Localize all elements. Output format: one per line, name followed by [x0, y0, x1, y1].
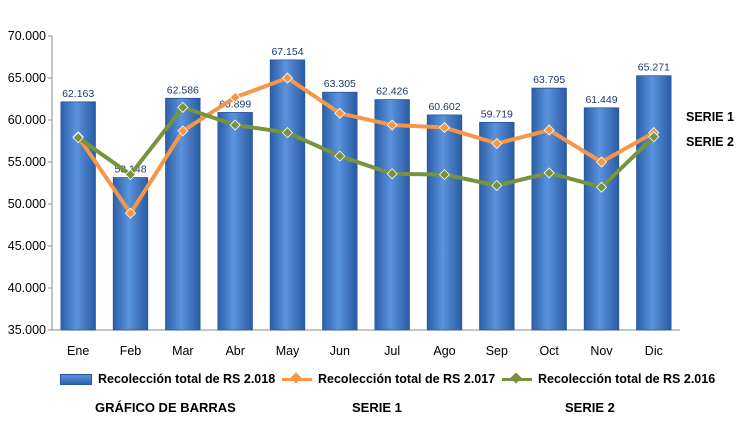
- series-point: [334, 107, 346, 119]
- y-tick-label: 65.000: [8, 71, 46, 85]
- bar-series-2018: [60, 59, 672, 331]
- x-tick-label: Ago: [433, 344, 455, 358]
- bar-data-label: 61.449: [585, 94, 617, 106]
- series-point: [438, 121, 451, 134]
- x-tick-label: Nov: [590, 344, 613, 358]
- x-tick-label: Sep: [486, 344, 508, 358]
- series-point: [177, 125, 189, 137]
- y-tick-label: 55.000: [8, 155, 46, 169]
- bar-data-label: 65.271: [638, 62, 670, 74]
- x-tick-label: Feb: [120, 344, 142, 358]
- series-point: [595, 156, 608, 168]
- x-tick-label: Abr: [225, 344, 244, 358]
- line-series: [72, 72, 660, 219]
- y-tick-label: 50.000: [8, 197, 46, 211]
- legend-label-2017: Recolección total de RS 2.017: [318, 372, 496, 386]
- y-tick-label: 40.000: [8, 281, 46, 295]
- series-point: [648, 131, 660, 143]
- bar-data-label: 62.586: [167, 84, 199, 96]
- series-point: [386, 119, 398, 131]
- y-tick-label: 70.000: [8, 29, 46, 43]
- bar-data-label: 63.305: [324, 78, 356, 90]
- x-tick-label: Mar: [172, 344, 194, 358]
- bar-jun: [322, 91, 358, 331]
- bar-nov: [583, 107, 620, 331]
- legend-swatch-bar: [60, 373, 92, 385]
- series-point: [229, 91, 241, 103]
- legend-label-2016: Recolección total de RS 2.016: [538, 372, 716, 386]
- legend: Recolección total de RS 2.018 Recolecció…: [0, 372, 750, 392]
- caption-serie-2: SERIE 2: [565, 400, 615, 415]
- series-point: [229, 119, 241, 131]
- series-point: [595, 181, 608, 193]
- series-point: [543, 124, 555, 136]
- series-point: [124, 169, 137, 181]
- legend-swatch-line-2016: [502, 372, 532, 385]
- bar-may: [269, 59, 306, 331]
- y-tick-label: 60.000: [8, 113, 46, 127]
- bar-abr: [217, 112, 253, 331]
- x-tick-label: Oct: [539, 344, 559, 358]
- bar-data-label: 67.154: [271, 46, 303, 58]
- bar-mar: [165, 97, 201, 331]
- bar-oct: [531, 87, 567, 331]
- series-line: [77, 105, 656, 190]
- caption-serie-1: SERIE 1: [352, 400, 402, 415]
- side-label-serie-1: SERIE 1: [686, 110, 734, 124]
- series-point: [281, 72, 294, 84]
- y-tick-label: 35.000: [8, 323, 46, 337]
- series-point: [177, 101, 189, 113]
- bar-data-label: 60.602: [428, 101, 460, 113]
- x-axis-tick-labels: Ene Feb Mar Abr May Jun Jul Ago Sep Oct Nov Dic: [67, 344, 663, 358]
- bar-jul: [374, 99, 410, 331]
- x-tick-label: Dic: [645, 344, 663, 358]
- series-point: [124, 207, 137, 219]
- legend-swatch-line-2017: [282, 372, 312, 385]
- bar-feb: [112, 177, 149, 331]
- bar-data-label: 62.426: [376, 86, 408, 98]
- legend-item-2017: Recolección total de RS 2.017: [282, 372, 495, 386]
- caption-bar-chart: GRÁFICO DE BARRAS: [95, 400, 236, 415]
- bar-data-labels: 62.16353.14862.58660.89967.15463.30562.4…: [62, 46, 670, 176]
- series-line: [76, 76, 655, 216]
- legend-item-2018: Recolección total de RS 2.018: [60, 372, 275, 386]
- line-series-2017: [72, 72, 660, 219]
- y-tick-label: 45.000: [8, 239, 46, 253]
- bar-data-label: 59.719: [481, 108, 513, 120]
- x-tick-label: Jul: [384, 344, 400, 358]
- bar-data-label: 63.795: [533, 74, 565, 86]
- series-point: [281, 127, 294, 139]
- series-point: [334, 150, 346, 162]
- series-point: [491, 137, 503, 150]
- legend-label-2018: Recolección total de RS 2.018: [98, 372, 276, 386]
- line-series-2016: [72, 101, 660, 193]
- y-axis-tick-labels: 35.000 40.000 45.000 50.000 55.000 60.000 65.0…: [8, 29, 52, 337]
- side-label-serie-2: SERIE 2: [686, 135, 734, 149]
- series-point: [386, 168, 398, 180]
- series-point: [72, 132, 84, 144]
- legend-item-2016: Recolección total de RS 2.016: [502, 372, 715, 386]
- x-tick-label: Ene: [67, 344, 89, 358]
- series-point: [438, 169, 451, 181]
- axes: [51, 36, 680, 331]
- x-tick-label: Jun: [330, 344, 350, 358]
- bar-data-label: 62.163: [62, 88, 94, 100]
- bar-ago: [426, 114, 463, 331]
- series-point: [491, 179, 503, 192]
- bar-dic: [636, 75, 672, 331]
- x-tick-label: May: [276, 344, 300, 358]
- bar-sep: [479, 121, 515, 331]
- series-point: [543, 167, 555, 179]
